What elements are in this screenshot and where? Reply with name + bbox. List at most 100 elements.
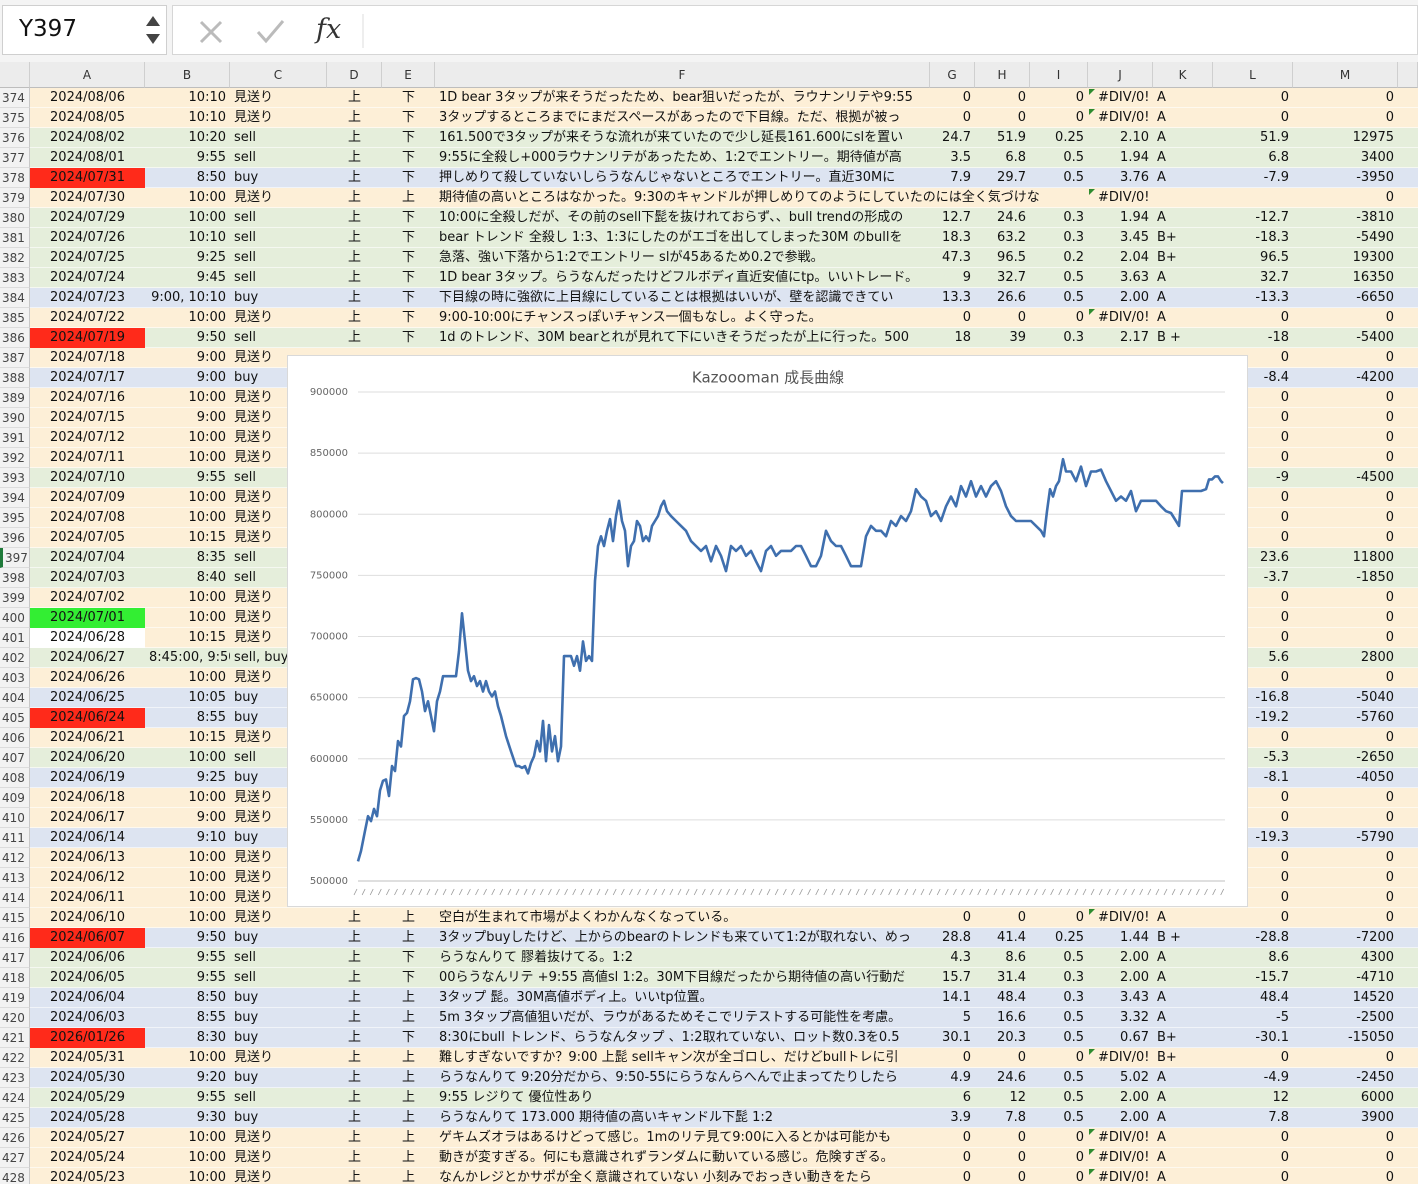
cell[interactable]: 48.4 xyxy=(1260,990,1289,1005)
cell[interactable]: 0 xyxy=(962,910,971,925)
cell[interactable]: 0.2 xyxy=(1063,250,1084,265)
cell[interactable]: 0 xyxy=(1280,350,1289,365)
cell[interactable]: 上 xyxy=(347,1150,361,1165)
cell[interactable]: 下 xyxy=(401,210,415,225)
row-number[interactable]: 409 xyxy=(0,788,30,808)
row-number[interactable]: 390 xyxy=(0,408,30,428)
cell[interactable]: 2024/05/31 xyxy=(50,1050,125,1065)
row-number[interactable]: 402 xyxy=(0,648,30,668)
cell[interactable]: A xyxy=(1157,1170,1166,1184)
cell[interactable]: 3タップbuyしたけど、上からのbearのトレンドも来ていて1:2が取れない、め… xyxy=(439,930,911,945)
cell[interactable]: 1d のトレンド、30M bearとれが見れて下にいきそうだったが上に行った。5… xyxy=(439,330,910,345)
cell[interactable]: 0 xyxy=(1280,1130,1289,1145)
cell[interactable]: 2024/06/17 xyxy=(50,810,125,825)
cell[interactable]: 96.5 xyxy=(1260,250,1289,265)
cell[interactable]: B + xyxy=(1157,930,1181,945)
cell[interactable]: 63.2 xyxy=(997,230,1026,245)
cell[interactable]: 2024/05/30 xyxy=(50,1070,125,1085)
cell[interactable]: 2024/06/11 xyxy=(50,890,125,905)
cell[interactable]: sell, buy xyxy=(234,650,289,665)
cell[interactable]: 0 xyxy=(1280,810,1289,825)
column-header[interactable]: A xyxy=(30,62,145,88)
cell[interactable]: -5 xyxy=(1276,1010,1289,1025)
cell[interactable]: 2024/07/29 xyxy=(50,210,125,225)
cell[interactable]: 15.7 xyxy=(942,970,971,985)
cell[interactable]: 0 xyxy=(962,1050,971,1065)
cell[interactable]: sell xyxy=(234,1090,256,1105)
cell[interactable]: 8:30にbull トレンド、らうなんタップ 、1:2取れていない、ロット数0.… xyxy=(439,1030,900,1045)
cell[interactable]: #DIV/0! xyxy=(1098,1050,1150,1065)
cell[interactable]: 下 xyxy=(401,330,415,345)
cell[interactable]: 見送り xyxy=(234,1170,274,1184)
cell[interactable]: 20.3 xyxy=(997,1030,1026,1045)
cell[interactable]: 0 xyxy=(1017,1150,1026,1165)
cell[interactable]: buy xyxy=(234,290,259,305)
column-header[interactable]: G xyxy=(930,62,975,88)
cell[interactable]: -3810 xyxy=(1356,210,1394,225)
cell[interactable]: A xyxy=(1157,170,1166,185)
cell[interactable]: A xyxy=(1157,310,1166,325)
cell[interactable]: 0 xyxy=(1017,910,1026,925)
cell[interactable]: -2500 xyxy=(1356,1010,1394,1025)
cell[interactable]: 1D bear 3タップが来そうだったため、bear狙いだったが、ラウナンリテや… xyxy=(439,90,913,105)
row-number[interactable]: 383 xyxy=(0,268,30,288)
cell[interactable]: 4300 xyxy=(1360,950,1394,965)
column-header[interactable]: I xyxy=(1030,62,1088,88)
cell[interactable]: 9:00 xyxy=(196,350,226,365)
cell[interactable]: 上 xyxy=(347,970,361,985)
cell[interactable]: 2024/07/30 xyxy=(50,190,125,205)
cell[interactable]: 24.6 xyxy=(997,210,1026,225)
cell[interactable]: 上 xyxy=(401,1050,415,1065)
cell[interactable]: 2024/06/18 xyxy=(50,790,125,805)
cell[interactable]: 0 xyxy=(1385,350,1394,365)
cell[interactable]: #DIV/0! xyxy=(1098,1150,1150,1165)
cell[interactable]: 10:00 xyxy=(188,870,226,885)
cell[interactable]: 上 xyxy=(401,1070,415,1085)
cell[interactable]: 下 xyxy=(401,270,415,285)
cell[interactable]: 31.4 xyxy=(997,970,1026,985)
row-number[interactable]: 408 xyxy=(0,768,30,788)
row-number[interactable]: 403 xyxy=(0,668,30,688)
cell[interactable]: 9:00 xyxy=(196,370,226,385)
cell[interactable]: 見送り xyxy=(234,350,274,365)
cell[interactable]: 0 xyxy=(1385,410,1394,425)
cell[interactable]: 0 xyxy=(1385,510,1394,525)
cell[interactable]: 0.67 xyxy=(1120,1030,1149,1045)
cell[interactable]: 上 xyxy=(347,130,361,145)
cell[interactable]: #DIV/0! xyxy=(1098,1130,1150,1145)
cell[interactable]: 上 xyxy=(401,1090,415,1105)
cell[interactable]: 2.00 xyxy=(1120,290,1149,305)
cell[interactable]: 0 xyxy=(1075,1170,1084,1184)
cell[interactable]: 2024/07/24 xyxy=(50,270,125,285)
cell[interactable]: 10:15 xyxy=(188,630,226,645)
cell[interactable]: 2024/06/14 xyxy=(50,830,125,845)
cell[interactable]: 2024/06/13 xyxy=(50,850,125,865)
cell[interactable]: 96.5 xyxy=(997,250,1026,265)
column-header[interactable]: L xyxy=(1213,62,1293,88)
cell[interactable]: 3.76 xyxy=(1120,170,1149,185)
cell[interactable]: 0 xyxy=(1385,810,1394,825)
cell[interactable]: 上 xyxy=(401,1010,415,1025)
cell[interactable]: 0.5 xyxy=(1063,1010,1084,1025)
cell[interactable]: A xyxy=(1157,990,1166,1005)
cell[interactable]: sell xyxy=(234,270,256,285)
formula-bar[interactable]: fx xyxy=(172,5,1418,55)
cell[interactable]: 2024/05/24 xyxy=(50,1150,125,1165)
cell[interactable]: -5760 xyxy=(1356,710,1394,725)
cell[interactable]: 見送り xyxy=(234,110,274,125)
cell[interactable]: 2024/07/11 xyxy=(50,450,125,465)
cell[interactable]: buy xyxy=(234,710,259,725)
cell[interactable]: 0 xyxy=(1385,730,1394,745)
cell[interactable]: 上 xyxy=(347,170,361,185)
cell[interactable]: 2024/07/05 xyxy=(50,530,125,545)
cell[interactable]: A xyxy=(1157,950,1166,965)
cell[interactable]: 2024/06/26 xyxy=(50,670,125,685)
cell[interactable]: 5m 3タップ高値狙いだが、ラウがあるためそこでリテストする可能性を考慮。 xyxy=(439,1010,902,1025)
cell[interactable]: 10:10 xyxy=(188,230,226,245)
cell[interactable]: bear トレンド 全殺し 1:3、1:3にしたのがエゴを出してしまった30M … xyxy=(439,230,903,245)
cell[interactable]: 難しすぎないですか？9:00 上髭 sellキャン次が全ゴロし、だけどbullト… xyxy=(439,1050,899,1065)
cell[interactable]: 5.02 xyxy=(1120,1070,1149,1085)
row-number[interactable]: 424 xyxy=(0,1088,30,1108)
cell[interactable]: 8:55 xyxy=(196,710,226,725)
cell[interactable]: 0.3 xyxy=(1063,970,1084,985)
